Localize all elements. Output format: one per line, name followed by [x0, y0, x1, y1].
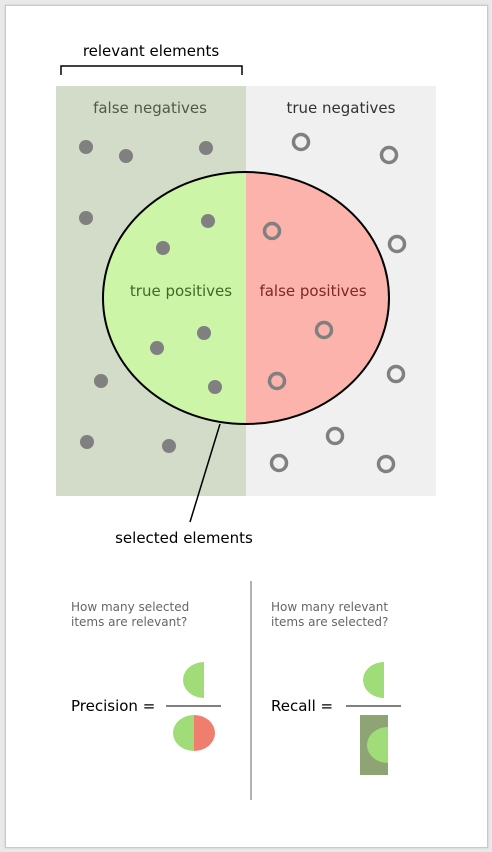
tn-ring [291, 132, 311, 152]
precision-question-line1: How many selected [71, 600, 189, 614]
fn-dot [79, 140, 93, 154]
precision-label: Precision = [71, 697, 155, 715]
tn-ring [386, 364, 406, 384]
precision-numerator-icon [183, 662, 204, 698]
false-positives-region [246, 172, 389, 424]
precision-denominator-green-half [173, 715, 194, 751]
fn-dot [80, 435, 94, 449]
true-positives-label: true positives [130, 282, 232, 300]
recall-numerator-icon [363, 662, 384, 698]
tp-dot [208, 380, 222, 394]
fn-dot [79, 211, 93, 225]
tn-ring [376, 454, 396, 474]
selected-elements-label: selected elements [115, 529, 253, 547]
tp-dot [150, 341, 164, 355]
tp-dot [156, 241, 170, 255]
fn-dot [119, 149, 133, 163]
false-positive-rings [262, 221, 334, 391]
precision-denominator-red-half [194, 715, 215, 751]
recall-denominator-green-half [367, 727, 388, 763]
fp-ring [267, 371, 287, 391]
true-negatives-label: true negatives [287, 99, 396, 117]
selected-pointer-line [189, 423, 221, 523]
true-positives-region [103, 172, 246, 424]
true-negative-rings [269, 132, 407, 474]
tp-dot [201, 214, 215, 228]
selected-ellipse [102, 171, 390, 425]
tn-ring [269, 453, 289, 473]
relevant-elements-label: relevant elements [83, 42, 220, 60]
tp-dot [197, 326, 211, 340]
true-positive-dots [150, 214, 222, 394]
fn-dot [94, 374, 108, 388]
recall-question-line1: How many relevant [271, 600, 388, 614]
recall-label: Recall = [271, 697, 333, 715]
fp-ring [314, 320, 334, 340]
fn-dot [199, 141, 213, 155]
false-negative-dots [79, 140, 213, 453]
false-negatives-label: false negatives [93, 99, 207, 117]
false-positives-label: false positives [259, 282, 366, 300]
recall-question-line2: items are selected? [271, 615, 388, 629]
tn-ring [325, 426, 345, 446]
precision-question-line2: items are relevant? [71, 615, 187, 629]
tn-ring [387, 234, 407, 254]
fp-ring [262, 221, 282, 241]
fn-dot [162, 439, 176, 453]
relevant-bracket [60, 65, 243, 75]
tn-ring [379, 145, 399, 165]
